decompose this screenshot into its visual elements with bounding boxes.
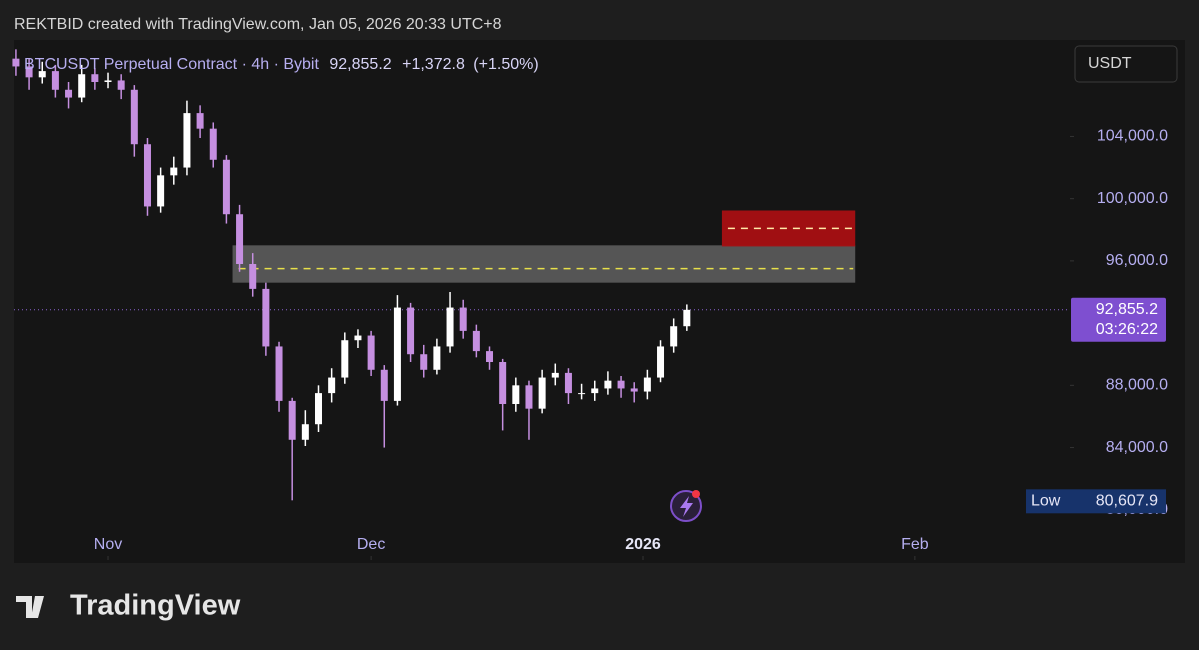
candle-body [236, 214, 244, 264]
candle-body [591, 388, 599, 394]
footer-brand: TradingView [70, 590, 241, 622]
legend-change: +1,372.8 [402, 56, 465, 73]
candle-body [25, 66, 33, 78]
candle-body [604, 380, 612, 389]
last-price-tag [1071, 297, 1166, 342]
zone [232, 245, 856, 283]
y-tick-label: 84,000.0 [1106, 439, 1168, 456]
candle-body [512, 385, 520, 404]
candle-body [170, 167, 178, 176]
y-tick-label: 104,000.0 [1097, 128, 1168, 145]
logo [16, 596, 44, 618]
candle-body [433, 346, 441, 370]
candle-body [38, 71, 46, 78]
candle-body [420, 354, 428, 370]
logo-mark [16, 596, 44, 618]
candle-body [670, 326, 678, 347]
candle-body [130, 89, 138, 145]
y-tick-label: 96,000.0 [1106, 252, 1168, 269]
candle-body [301, 424, 309, 440]
candle-body [459, 307, 467, 331]
candle-body [328, 377, 336, 394]
y-tick-label: 88,000.0 [1106, 377, 1168, 394]
candle-body [12, 58, 20, 67]
alert-icon[interactable] [670, 490, 702, 522]
candle-body [65, 89, 73, 98]
candle-body [91, 74, 99, 82]
candle-body [157, 175, 165, 207]
x-tick-label: 2026 [625, 536, 661, 553]
symbol: BTCUSDT Perpetual Contract · 4h · Bybit [24, 56, 319, 73]
candle-body [341, 340, 349, 378]
candle-body [183, 113, 191, 168]
candle-body [288, 400, 296, 440]
candle-body [78, 74, 86, 98]
header: REKTBID created with TradingView.com, Ja… [14, 16, 502, 33]
x-tick-label: Dec [357, 536, 385, 553]
candle-body [630, 388, 638, 392]
candle-body [643, 377, 651, 392]
candle-body [578, 393, 586, 395]
candle-body [446, 307, 454, 347]
candle-body [117, 80, 125, 90]
candle-body [393, 307, 401, 401]
candle-body [196, 113, 204, 129]
currency-box[interactable] [1074, 45, 1178, 83]
x-tick-label: Nov [94, 536, 122, 553]
plot: Nov Dec 2026 Feb [12, 49, 1074, 560]
candle-body [525, 385, 533, 409]
candle-body [617, 380, 625, 389]
legend-change-pct: (+1.50%) [473, 56, 538, 73]
candle-body [143, 144, 151, 207]
candle-body [683, 309, 691, 327]
candle-body [249, 264, 257, 289]
candle-body [262, 288, 270, 347]
low-text: Low [1031, 493, 1061, 510]
candle-body [209, 128, 217, 160]
candle-body [538, 377, 546, 409]
candle-body [499, 362, 507, 404]
candle-body [551, 372, 559, 378]
candle-body [564, 372, 572, 394]
candle-body [222, 159, 230, 215]
candle-body [367, 335, 375, 370]
candle-body [104, 80, 112, 82]
last-price-label: 92,855.2 [1096, 301, 1158, 318]
candle-body [314, 393, 322, 425]
icon-bolt [680, 496, 693, 517]
x-tick-label: Feb [901, 536, 929, 553]
currency: USDT [1088, 55, 1132, 72]
low-label: 80,607.9 [1096, 493, 1158, 510]
candle-body [275, 346, 283, 401]
candle-body [354, 335, 362, 341]
legend: BTCUSDT Perpetual Contract · 4h · Bybit … [24, 56, 539, 73]
chart-panel [14, 40, 1185, 563]
candle-body [472, 330, 480, 352]
candle-body [657, 346, 665, 378]
candle-body [51, 71, 59, 90]
icon-dot [692, 490, 700, 498]
countdown: 03:26:22 [1096, 321, 1158, 338]
y-tick-label: 100,000.0 [1097, 190, 1168, 207]
candle-body [486, 351, 494, 362]
legend-price: 92,855.2 [329, 56, 391, 73]
candle-body [380, 369, 388, 401]
low-tag [1026, 489, 1166, 514]
candle-body [407, 307, 415, 355]
